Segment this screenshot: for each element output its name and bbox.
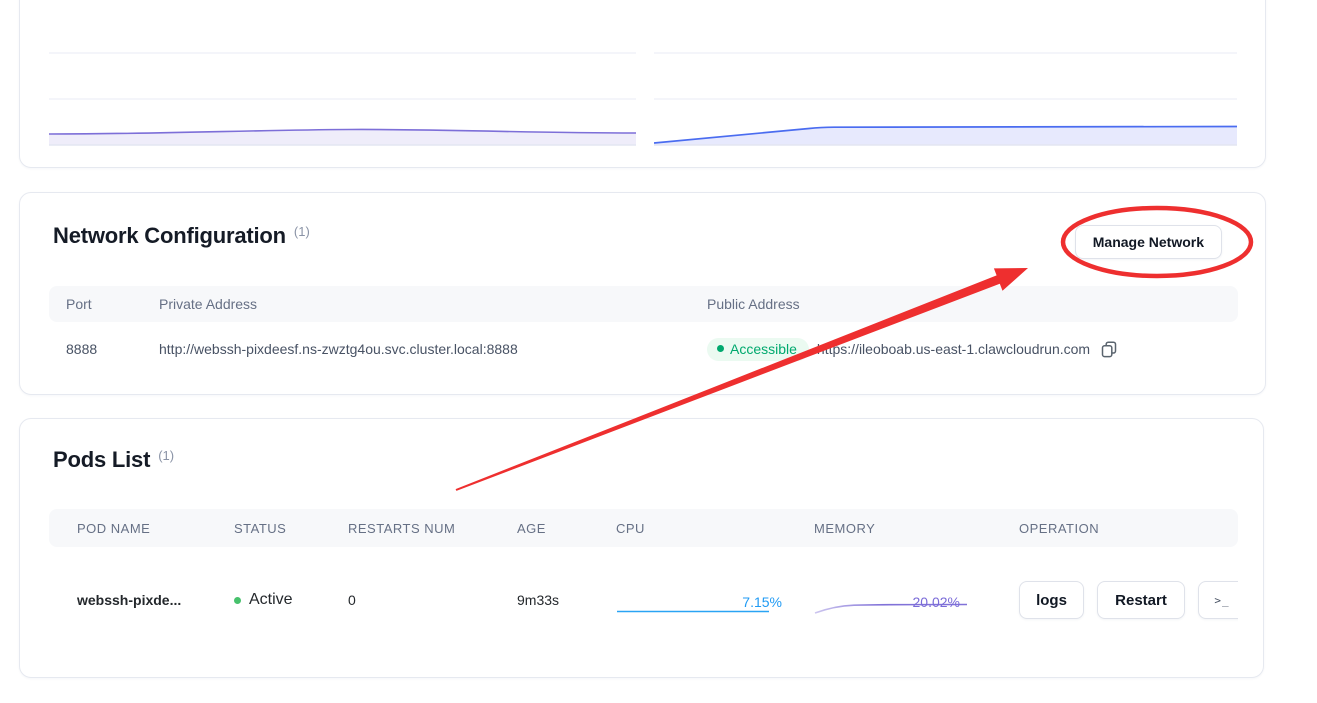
network-col-port: Port bbox=[66, 296, 92, 312]
pods-table-header: POD NAME STATUS RESTARTS NUM AGE CPU MEM… bbox=[49, 509, 1238, 547]
pod-restarts-value: 0 bbox=[348, 592, 356, 608]
pod-logs-button[interactable]: logs bbox=[1019, 581, 1084, 619]
pod-operation-cell: logs Restart >_ bbox=[1019, 581, 1238, 619]
pods-col-status: STATUS bbox=[234, 520, 287, 536]
pod-cpu-value: 7.15% bbox=[742, 594, 782, 610]
accessible-status-label: Accessible bbox=[730, 340, 797, 357]
network-col-private-address: Private Address bbox=[159, 296, 258, 312]
monitor-chart-left bbox=[49, 39, 636, 149]
port-value: 8888 bbox=[66, 341, 98, 357]
manage-network-button[interactable]: Manage Network bbox=[1074, 225, 1222, 259]
pod-status-cell: Active bbox=[234, 591, 348, 609]
pods-table-row: webssh-pixde... Active 0 9m33s 7.15% bbox=[49, 562, 1238, 638]
pod-status-dot-icon bbox=[234, 596, 241, 604]
pods-col-memory: MEMORY bbox=[814, 520, 876, 536]
monitor-sparkline-left-chart bbox=[49, 52, 636, 146]
pod-name-value: webssh-pixde... bbox=[77, 592, 182, 608]
network-count-badge: (1) bbox=[293, 224, 310, 239]
pod-memory-sparkline-chart bbox=[814, 603, 968, 614]
pods-card-header: Pods List (1) bbox=[53, 447, 174, 473]
copy-address-button[interactable] bbox=[1098, 338, 1120, 360]
network-configuration-card: Network Configuration (1) Manage Network… bbox=[19, 192, 1266, 395]
network-table-header: Port Private Address Public Address bbox=[49, 286, 1238, 322]
pods-col-cpu: CPU bbox=[616, 520, 645, 536]
pods-col-age: AGE bbox=[517, 520, 546, 536]
pods-col-restarts-num: RESTARTS NUM bbox=[348, 520, 456, 536]
public-address-link[interactable]: https://ileoboab.us-east-1.clawcloudrun.… bbox=[816, 341, 1091, 357]
pods-table-scroll-area[interactable]: POD NAME STATUS RESTARTS NUM AGE CPU MEM… bbox=[49, 509, 1238, 671]
pod-age-value: 9m33s bbox=[517, 592, 560, 608]
pod-cpu-sparkline-chart bbox=[617, 610, 769, 613]
accessible-status-dot-icon bbox=[717, 345, 724, 352]
public-address-cell: Accessible https://ileoboab.us-east-1.cl… bbox=[707, 337, 1238, 361]
monitor-chart-right bbox=[654, 39, 1237, 149]
pod-status-label: Active bbox=[249, 591, 293, 608]
monitor-sparkline-right-chart bbox=[654, 52, 1237, 146]
private-address-value: http://webssh-pixdeesf.ns-zwztg4ou.svc.c… bbox=[159, 341, 518, 357]
pod-cpu-cell: 7.15% bbox=[616, 583, 782, 617]
network-col-public-address: Public Address bbox=[707, 296, 800, 312]
pods-count-badge: (1) bbox=[158, 448, 175, 463]
pod-memory-cell: 20.02% bbox=[814, 583, 968, 617]
network-table-row: 8888 http://webssh-pixdeesf.ns-zwztg4ou.… bbox=[49, 322, 1238, 376]
pods-list-card: Pods List (1) POD NAME STATUS RESTARTS N… bbox=[19, 418, 1264, 678]
pod-restart-button[interactable]: Restart bbox=[1097, 581, 1185, 619]
pods-title: Pods List bbox=[53, 447, 151, 472]
copy-icon bbox=[1101, 341, 1117, 358]
monitor-charts-card bbox=[19, 0, 1266, 168]
accessible-status-badge: Accessible bbox=[707, 337, 809, 361]
pod-terminal-button[interactable]: >_ bbox=[1198, 581, 1238, 619]
network-card-header: Network Configuration (1) bbox=[53, 223, 310, 249]
pods-col-pod-name: POD NAME bbox=[77, 520, 151, 536]
pods-col-operation: OPERATION bbox=[1019, 520, 1100, 536]
network-title: Network Configuration bbox=[53, 223, 286, 248]
pod-memory-value: 20.02% bbox=[912, 594, 960, 610]
